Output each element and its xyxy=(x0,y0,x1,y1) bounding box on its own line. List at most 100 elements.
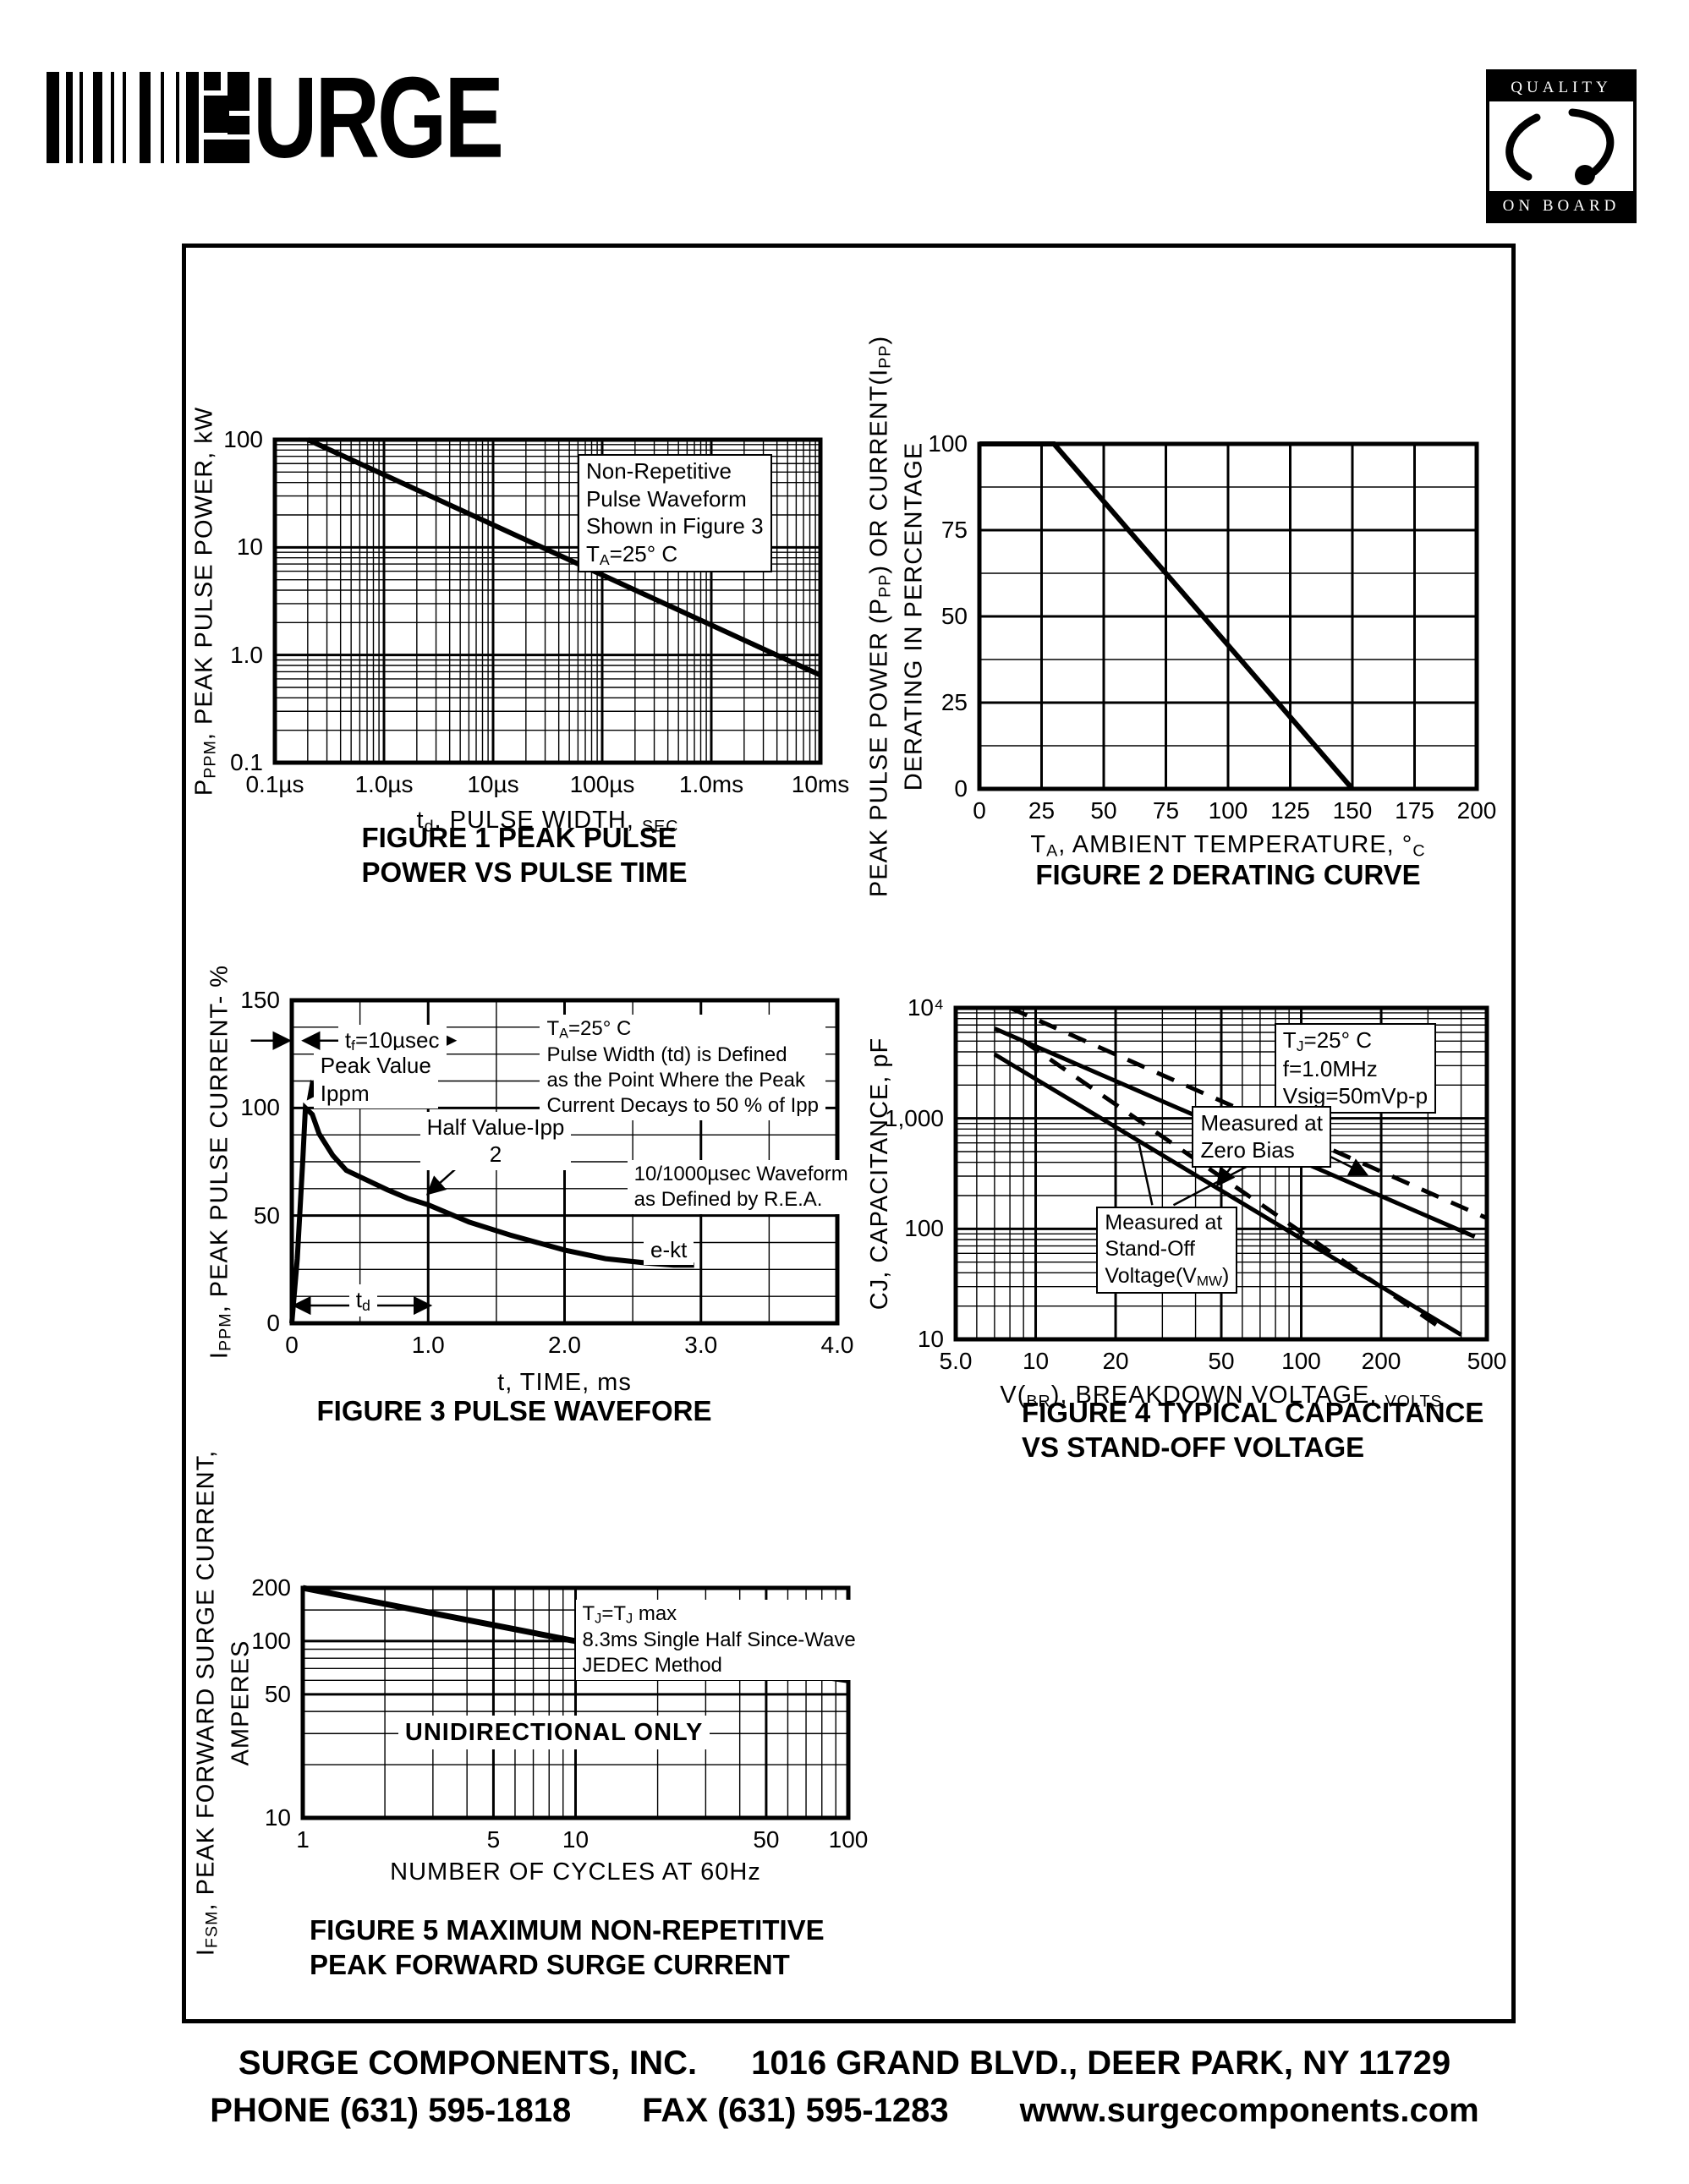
fig4-series-stand-off-lower xyxy=(993,1052,1462,1337)
badge-top-label: QUALITY xyxy=(1489,73,1633,101)
fig3-annotation-peak-label: Peak Value Ippm xyxy=(313,1050,438,1109)
logo-s-block xyxy=(228,116,250,134)
logo-s-block xyxy=(228,72,250,111)
quality-on-board-badge: QUALITY ON BOARD xyxy=(1486,69,1637,223)
x-tick-label: 3.0 xyxy=(684,1332,718,1358)
fig3-series-pulse-waveform xyxy=(289,1102,694,1324)
x-tick-label: 10 xyxy=(562,1826,590,1853)
figure-1-peak-pulse-power-chart: 0.1µs 1.0µs 10µs 100µs 1.0ms 10ms 100 10 1.0 0.1 t… xyxy=(190,407,849,835)
logo-bar xyxy=(176,72,179,163)
fig3-caption: FIGURE 3 PULSE WAVEFORE xyxy=(316,1395,712,1426)
figure-2-derating-curve-chart: 0 25 50 75 100 125 150 175 200 100 75 50 25 0 TA, AMBI… xyxy=(865,336,1496,897)
fig5-caption: FIGURE 5 MAXIMUM NON-REPETITIVE PEAK FORW… xyxy=(310,1914,825,1980)
fig1-x-axis-label: td, PULSE WIDTH, SEC xyxy=(416,807,679,836)
logo-bar xyxy=(111,72,114,163)
fig2-y-axis-label: PEAK PULSE POWER (PPP) OR CURRENT(IPP) DE… xyxy=(865,335,928,898)
x-tick-label: 50 xyxy=(1090,797,1117,824)
y-tick-label: 50 xyxy=(940,603,968,629)
x-tick-label: 50 xyxy=(1208,1348,1235,1374)
x-tick-label: 175 xyxy=(1395,797,1434,824)
company-name: SURGE COMPONENTS, INC. xyxy=(238,2044,698,2082)
y-tick-label: 0 xyxy=(954,775,968,802)
logo-bar xyxy=(186,72,199,163)
fig4-annotation-zero-bias: Measured at Zero Bias xyxy=(1192,1105,1331,1168)
fig1-canvas xyxy=(272,437,823,765)
x-tick-label: 4.0 xyxy=(820,1332,854,1358)
y-tick-label: 75 xyxy=(940,517,968,543)
y-tick-label: 150 xyxy=(240,987,280,1013)
x-tick-label: 200 xyxy=(1361,1348,1401,1374)
y-tick-label: 100 xyxy=(223,426,263,452)
fig3-annotation-e-kt: e-kt xyxy=(644,1234,694,1266)
x-tick-label: 5.0 xyxy=(939,1348,973,1374)
x-tick-label: 125 xyxy=(1270,797,1310,824)
company-address: 1016 GRAND BLVD., DEER PARK, NY 11729 xyxy=(751,2044,1451,2082)
fig2-caption: FIGURE 2 DERATING CURVE xyxy=(1035,859,1421,890)
footer-line-2: PHONE (631) 595-1818 FAX (631) 595-1283 … xyxy=(0,2092,1689,2130)
phone-number: PHONE (631) 595-1818 xyxy=(210,2092,572,2129)
y-tick-label: 10 xyxy=(236,534,263,561)
x-tick-label: 100 xyxy=(828,1826,869,1853)
x-tick-label: 0 xyxy=(285,1332,299,1358)
y-tick-label: 200 xyxy=(251,1574,291,1601)
fig2-plot-border xyxy=(977,441,1479,791)
fig4-series-zero-bias-lower xyxy=(1022,1039,1440,1329)
fig1-caption: FIGURE 1 PEAK PULSE POWER VS PULSE TIME xyxy=(361,822,688,888)
y-tick-label: 1.0 xyxy=(230,641,263,668)
fig3-annotation-conditions: TA=25° C Pulse Width (td) is Defined as th… xyxy=(540,1015,825,1121)
y-tick-label: 0 xyxy=(266,1310,280,1336)
fig4-caption: FIGURE 4 TYPICAL CAPACITANCE VS STAND-OFF… xyxy=(1022,1397,1484,1463)
logo-s-block xyxy=(204,140,250,163)
q-swoosh-icon xyxy=(1505,108,1615,185)
fax-number: FAX (631) 595-1283 xyxy=(642,2092,949,2129)
y-tick-label: 50 xyxy=(253,1201,280,1229)
x-tick-label: 1 xyxy=(296,1826,310,1853)
fig4-y-axis-label: CJ, CAPACITANCE, pF xyxy=(866,1037,893,1311)
y-tick-label: 10 xyxy=(917,1326,944,1352)
x-tick-label: 75 xyxy=(1152,797,1180,824)
x-tick-label: 100 xyxy=(1281,1348,1321,1374)
fig5-plot-border xyxy=(300,1585,851,1820)
badge-bottom-label: ON BOARD xyxy=(1489,191,1633,220)
figure-3-pulse-waveform-chart: 0 1.0 2.0 3.0 4.0 150 100 50 0 t, TIME, ms IPPM, P… xyxy=(206,965,855,1396)
y-tick-label: 10 xyxy=(264,1804,291,1831)
x-tick-label: 150 xyxy=(1332,797,1373,824)
x-tick-label: 100µs xyxy=(569,771,635,797)
x-tick-label: 200 xyxy=(1456,797,1497,824)
x-tick-label: 10 xyxy=(1022,1348,1050,1374)
y-tick-label: 0.1 xyxy=(230,749,263,775)
figure-4-capacitance-chart: 5.0 10 20 50 100 200 500 10⁴ 1,000 100 10 V(BR), BR… xyxy=(866,994,1506,1410)
fig2-x-axis-label: TA, AMBIENT TEMPERATURE, °C xyxy=(1030,831,1426,861)
fig4-annotation-stand-off: Measured at Stand-Off Voltage(VMW) xyxy=(1096,1207,1238,1294)
logo-bar xyxy=(66,72,73,163)
logo-bar xyxy=(140,72,151,163)
fig3-annotation-td-label: td xyxy=(348,1284,377,1317)
fig5-x-axis-label: NUMBER OF CYCLES AT 60Hz xyxy=(390,1858,761,1886)
x-tick-label: 1.0µs xyxy=(354,771,414,797)
y-tick-label: 10⁴ xyxy=(907,994,944,1021)
x-tick-label: 100 xyxy=(1208,797,1248,824)
x-tick-label: 20 xyxy=(1102,1348,1129,1374)
y-tick-label: 100 xyxy=(928,430,968,457)
x-tick-label: 10µs xyxy=(467,771,519,797)
x-tick-label: 1.0ms xyxy=(678,771,744,797)
fig1-annotation-conditions: Non-Repetitive Pulse Waveform Shown in Fig… xyxy=(577,454,772,572)
x-tick-label: 1.0 xyxy=(411,1332,445,1358)
x-tick-label: 25 xyxy=(1028,797,1056,824)
y-tick-label: 100 xyxy=(251,1627,291,1654)
fig4-x-axis-label: V(BR), BREAKDOWN VOLTAGE, VOLTS xyxy=(1000,1382,1443,1411)
fig5-annotation-jedec-note: TJ=TJ max 8.3ms Single Half Since-Wave JED… xyxy=(575,1599,863,1680)
x-tick-label: 50 xyxy=(753,1826,780,1853)
logo-s-glyph-icon xyxy=(204,72,250,163)
fig3-annotation-rea-note: 10/1000µsec Waveform as Defined by R.E.A. xyxy=(627,1160,855,1215)
footer-line-1: SURGE COMPONENTS, INC. 1016 GRAND BLVD.,… xyxy=(0,2044,1689,2083)
fig2-canvas xyxy=(977,441,1479,791)
x-tick-label: 0 xyxy=(973,797,986,824)
y-tick-label: 50 xyxy=(264,1680,291,1707)
fig1-series-peak-pulse-power xyxy=(306,437,822,678)
fig3-x-axis-label: t, TIME, ms xyxy=(497,1369,632,1396)
logo-s-block xyxy=(204,96,229,133)
y-tick-label: 100 xyxy=(240,1094,280,1121)
